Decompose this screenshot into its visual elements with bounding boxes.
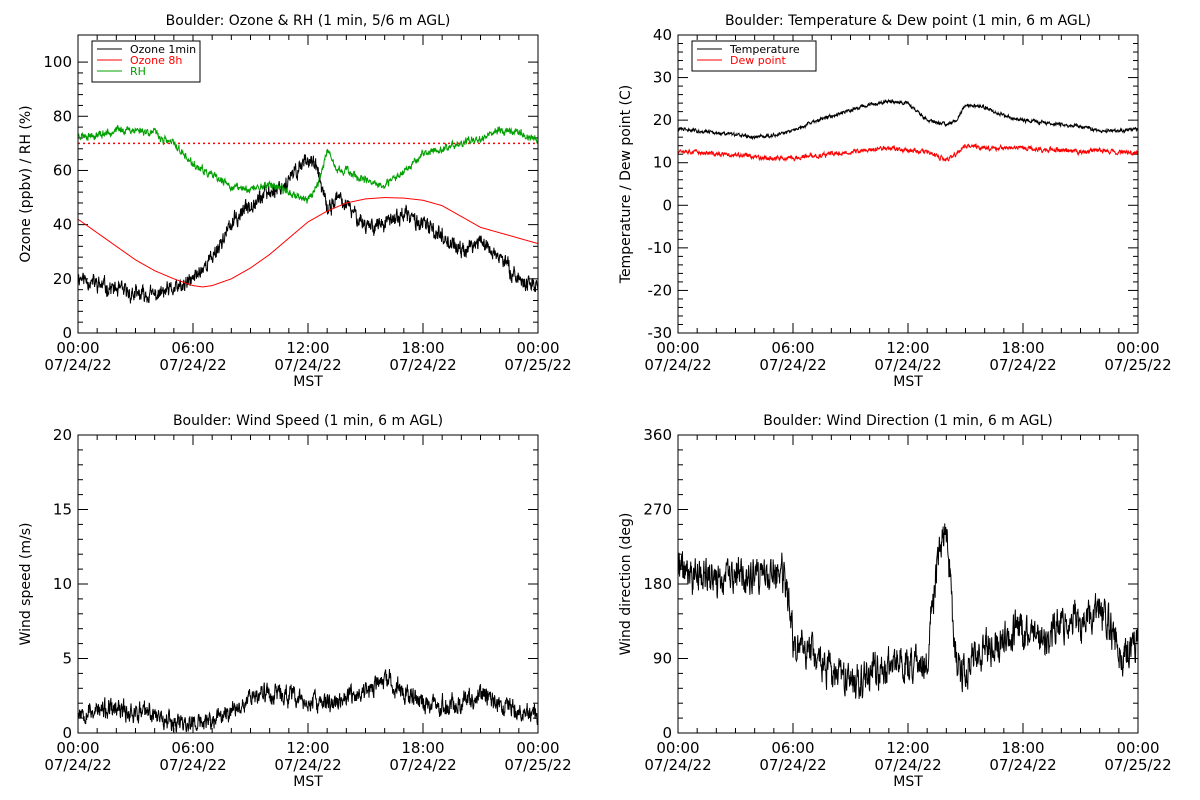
y-tick-label: -10 — [648, 239, 673, 257]
x-tick-label: 06:00 — [771, 339, 814, 357]
y-tick-label: 180 — [643, 575, 672, 593]
y-tick-label: 15 — [53, 501, 72, 519]
x-tick-label: 06:00 — [171, 339, 214, 357]
y-axis-label: Wind speed (m/s) — [18, 523, 34, 646]
chart-winddir: Boulder: Wind Direction (1 min, 6 m AGL)… — [618, 413, 1172, 790]
x-tick-date: 07/24/22 — [389, 356, 456, 374]
y-tick-label: -20 — [648, 281, 673, 299]
y-tick-label: 20 — [653, 111, 672, 129]
legend-label: Dew point — [730, 54, 786, 67]
y-tick-label: 20 — [53, 426, 72, 444]
x-tick-date: 07/24/22 — [274, 356, 341, 374]
y-tick-label: 40 — [53, 216, 72, 234]
legend — [91, 40, 201, 83]
x-tick-date: 07/24/22 — [159, 356, 226, 374]
plot-frame — [77, 34, 539, 334]
series-line-ozone-8h — [78, 197, 538, 288]
series-line-temperature — [678, 98, 1138, 141]
x-tick-label: 00:00 — [1116, 339, 1159, 357]
legend-label: Ozone 8h — [130, 54, 182, 67]
chart-windspeed: Boulder: Wind Speed (1 min, 6 m AGL) 0 5 10… — [18, 413, 572, 790]
x-tick-date: 07/25/22 — [1104, 756, 1171, 774]
series-line-data — [678, 523, 1138, 699]
y-tick-label: 0 — [62, 724, 72, 742]
plot-frame — [677, 34, 1139, 334]
y-axis-label: Ozone (ppbv) / RH (%) — [18, 105, 34, 262]
x-tick-label: 06:00 — [771, 739, 814, 757]
x-tick-label: 00:00 — [656, 339, 699, 357]
y-tick-label: -30 — [648, 324, 673, 342]
x-tick-date: 07/24/22 — [759, 356, 826, 374]
series-line-ozone-1min — [78, 154, 538, 304]
x-tick-date: 07/25/22 — [504, 756, 571, 774]
x-axis-label: MST — [293, 774, 323, 790]
x-tick-label: 12:00 — [886, 739, 929, 757]
x-tick-label: 00:00 — [1116, 739, 1159, 757]
chart-title: Boulder: Ozone & RH (1 min, 5/6 m AGL) — [166, 13, 451, 29]
chart-ozone: Boulder: Ozone & RH (1 min, 5/6 m AGL) 0 2… — [18, 13, 572, 390]
x-tick-date: 07/25/22 — [504, 356, 571, 374]
x-tick-date: 07/25/22 — [1104, 356, 1171, 374]
chart-title: Boulder: Wind Direction (1 min, 6 m AGL) — [763, 413, 1052, 429]
x-tick-label: 06:00 — [171, 739, 214, 757]
x-tick-label: 00:00 — [516, 739, 559, 757]
x-tick-label: 18:00 — [1001, 739, 1044, 757]
series-line-dew-point — [678, 143, 1138, 163]
x-tick-date: 07/24/22 — [989, 356, 1056, 374]
x-tick-date: 07/24/22 — [874, 756, 941, 774]
legend — [691, 40, 817, 72]
y-tick-label: 90 — [653, 650, 672, 668]
legend-label: RH — [130, 65, 146, 78]
y-tick-label: 40 — [653, 26, 672, 44]
y-tick-label: 0 — [662, 724, 672, 742]
x-tick-label: 18:00 — [401, 339, 444, 357]
x-tick-date: 07/24/22 — [759, 756, 826, 774]
x-tick-label: 00:00 — [56, 739, 99, 757]
x-tick-date: 07/24/22 — [389, 756, 456, 774]
y-tick-label: 270 — [643, 501, 672, 519]
y-tick-label: 10 — [53, 575, 72, 593]
x-tick-label: 00:00 — [56, 339, 99, 357]
x-axis-label: MST — [893, 774, 923, 790]
x-axis-label: MST — [893, 374, 923, 390]
x-tick-date: 07/24/22 — [874, 356, 941, 374]
x-tick-date: 07/24/22 — [644, 356, 711, 374]
x-tick-date: 07/24/22 — [274, 756, 341, 774]
series-line-data — [78, 668, 538, 733]
plot-frame — [77, 434, 539, 734]
y-axis-label: Temperature / Dew point (C) — [618, 85, 634, 284]
x-tick-label: 00:00 — [516, 339, 559, 357]
chart-title: Boulder: Wind Speed (1 min, 6 m AGL) — [173, 413, 443, 429]
legend-label: Temperature — [729, 43, 800, 56]
series-line-rh — [78, 124, 538, 204]
plot-frame — [677, 434, 1139, 734]
x-tick-label: 12:00 — [286, 339, 329, 357]
chart-temperature: Boulder: Temperature & Dew point (1 min,… — [618, 13, 1172, 390]
x-tick-date: 07/24/22 — [644, 756, 711, 774]
x-axis-label: MST — [293, 374, 323, 390]
x-tick-date: 07/24/22 — [159, 756, 226, 774]
y-axis-label: Wind direction (deg) — [618, 513, 634, 656]
y-tick-label: 20 — [53, 270, 72, 288]
x-tick-date: 07/24/22 — [44, 356, 111, 374]
x-tick-label: 00:00 — [656, 739, 699, 757]
y-tick-label: 60 — [53, 161, 72, 179]
y-tick-label: 0 — [62, 324, 72, 342]
x-tick-date: 07/24/22 — [989, 756, 1056, 774]
x-tick-label: 18:00 — [401, 739, 444, 757]
y-tick-label: 30 — [653, 69, 672, 87]
x-tick-date: 07/24/22 — [44, 756, 111, 774]
y-tick-label: 100 — [43, 53, 72, 71]
y-tick-label: 10 — [653, 154, 672, 172]
y-tick-label: 0 — [662, 196, 672, 214]
y-tick-label: 360 — [643, 426, 672, 444]
legend-label: Ozone 1min — [130, 43, 196, 56]
y-tick-label: 80 — [53, 107, 72, 125]
x-tick-label: 18:00 — [1001, 339, 1044, 357]
x-tick-label: 12:00 — [886, 339, 929, 357]
y-tick-label: 5 — [62, 650, 72, 668]
x-tick-label: 12:00 — [286, 739, 329, 757]
chart-title: Boulder: Temperature & Dew point (1 min,… — [725, 13, 1091, 29]
